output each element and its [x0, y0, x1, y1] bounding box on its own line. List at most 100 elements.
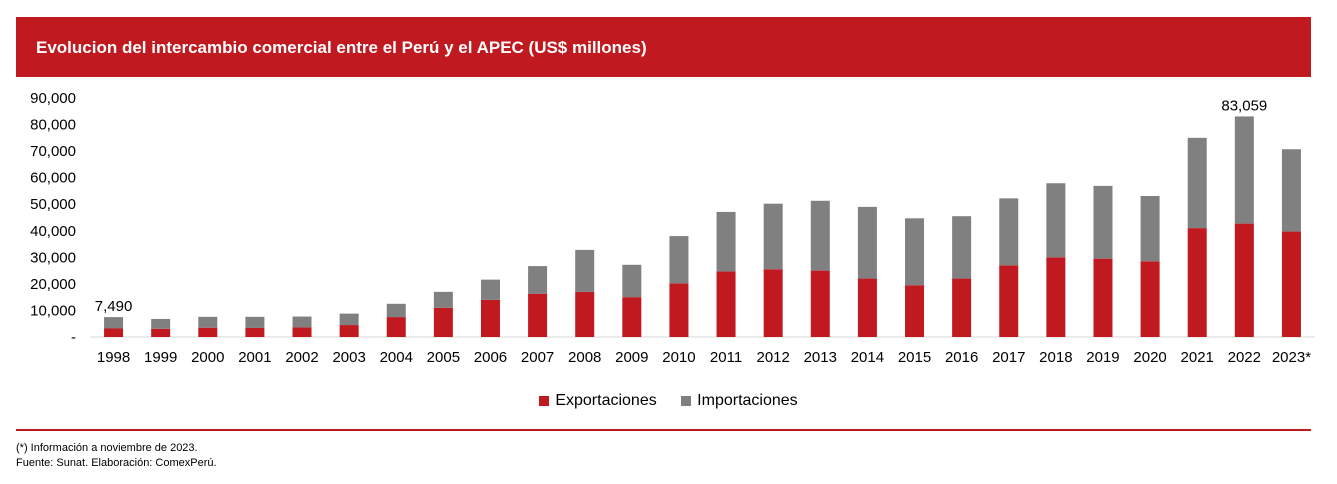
bar-importaciones-2021: [1187, 137, 1207, 229]
y-tick-label: 10,000: [30, 302, 76, 319]
bar-exportaciones-2012: [763, 269, 783, 337]
bar-importaciones-2016: [952, 216, 972, 279]
bar-exportaciones-2018: [1046, 257, 1066, 337]
bar-importaciones-2001: [245, 316, 265, 328]
bar-importaciones-1998: [104, 317, 124, 329]
bar-importaciones-2023: [1281, 149, 1301, 232]
x-tick-label: 2008: [568, 349, 601, 366]
legend-swatch-exportaciones: [539, 396, 550, 406]
bar-importaciones-2010: [669, 236, 689, 284]
x-tick-label: 2003: [332, 349, 365, 366]
footnote-info: (*) Información a noviembre de 2023.: [16, 442, 198, 454]
bar-importaciones-2002: [292, 316, 312, 328]
legend-item-importaciones: Importaciones: [681, 392, 798, 410]
x-tick-label: 2005: [427, 349, 460, 366]
bar-importaciones-2018: [1046, 183, 1066, 258]
x-tick-label: 2017: [992, 349, 1025, 366]
y-tick-label: 20,000: [30, 276, 76, 293]
bar-importaciones-2013: [810, 200, 830, 271]
x-tick-label: 1999: [144, 349, 177, 366]
bar-exportaciones-2014: [857, 278, 877, 337]
footnote-source: Fuente: Sunat. Elaboración: ComexPerú.: [16, 457, 217, 469]
bar-importaciones-2014: [857, 206, 877, 279]
bar-importaciones-2007: [528, 266, 548, 294]
x-tick-label: 2007: [521, 349, 554, 366]
x-tick-label: 2015: [898, 349, 931, 366]
x-tick-label: 2022: [1228, 349, 1261, 366]
footer-divider: [16, 429, 1311, 431]
x-tick-label: 2023*: [1272, 349, 1311, 366]
bar-exportaciones-2007: [528, 293, 548, 337]
bar-importaciones-2011: [716, 211, 736, 272]
y-tick-label: 50,000: [30, 196, 76, 213]
x-tick-label: 2009: [615, 349, 648, 366]
bar-exportaciones-2017: [999, 265, 1019, 337]
y-tick-label: 90,000: [30, 90, 76, 107]
x-tick-label: 2018: [1039, 349, 1072, 366]
bar-importaciones-2008: [575, 249, 595, 292]
bar-exportaciones-2001: [245, 327, 265, 337]
bar-exportaciones-2003: [339, 325, 359, 337]
bar-exportaciones-2000: [198, 327, 218, 337]
bar-exportaciones-2010: [669, 283, 689, 337]
x-tick-label: 2001: [238, 349, 271, 366]
bar-importaciones-2015: [905, 218, 925, 286]
x-tick-label: 2020: [1133, 349, 1166, 366]
bar-importaciones-2000: [198, 316, 218, 328]
bar-exportaciones-2006: [480, 299, 500, 337]
x-tick-label: 1998: [97, 349, 130, 366]
bar-exportaciones-2015: [905, 285, 925, 337]
bar-exportaciones-2009: [622, 297, 642, 337]
x-tick-label: 2014: [851, 349, 884, 366]
bar-exportaciones-2004: [386, 317, 406, 337]
y-tick-label: 80,000: [30, 117, 76, 134]
x-tick-label: 2016: [945, 349, 978, 366]
bar-exportaciones-1998: [104, 328, 124, 337]
bar-importaciones-2003: [339, 313, 359, 326]
x-tick-label: 2010: [662, 349, 695, 366]
legend-label-importaciones: Importaciones: [697, 392, 798, 409]
bar-importaciones-1999: [151, 318, 171, 329]
x-tick-label: 2013: [804, 349, 837, 366]
chart-legend: Exportaciones Importaciones: [0, 392, 1337, 411]
bar-importaciones-2005: [433, 291, 453, 308]
bar-importaciones-2012: [763, 203, 783, 270]
x-tick-label: 2021: [1181, 349, 1214, 366]
legend-label-exportaciones: Exportaciones: [555, 392, 657, 409]
bar-exportaciones-2016: [952, 278, 972, 337]
bar-exportaciones-1999: [151, 328, 171, 337]
bar-exportaciones-2008: [575, 291, 595, 337]
x-tick-label: 2004: [380, 349, 413, 366]
bar-importaciones-2006: [480, 279, 500, 300]
bar-exportaciones-2005: [433, 307, 453, 337]
x-tick-label: 2019: [1086, 349, 1119, 366]
bar-exportaciones-2019: [1093, 258, 1113, 337]
bar-importaciones-2017: [999, 198, 1019, 266]
x-tick-label: 2012: [756, 349, 789, 366]
bar-exportaciones-2011: [716, 271, 736, 337]
data-label-2022: 83,059: [1221, 97, 1267, 114]
bar-importaciones-2004: [386, 303, 406, 318]
data-label-1998: 7,490: [95, 298, 133, 315]
chart-title: Evolucion del intercambio comercial entr…: [36, 38, 647, 57]
y-tick-label: 60,000: [30, 170, 76, 187]
x-tick-label: 2011: [710, 349, 742, 366]
legend-swatch-importaciones: [681, 396, 692, 406]
bar-exportaciones-2020: [1140, 261, 1160, 337]
bar-exportaciones-2021: [1187, 228, 1207, 337]
y-tick-label: 40,000: [30, 223, 76, 240]
y-tick-label: 70,000: [30, 143, 76, 160]
stacked-bar-chart: - 10,000 20,000 30,000 40,000 50,000 60,000 70,…: [30, 90, 1315, 366]
bar-importaciones-2022: [1234, 116, 1254, 224]
bar-exportaciones-2013: [810, 270, 830, 337]
x-tick-label: 2006: [474, 349, 507, 366]
x-tick-label: 2002: [285, 349, 318, 366]
y-tick-label: 30,000: [30, 249, 76, 266]
bar-importaciones-2009: [622, 264, 642, 298]
bar-exportaciones-2022: [1234, 223, 1254, 337]
bar-importaciones-2020: [1140, 195, 1160, 262]
y-tick-label: -: [71, 329, 76, 346]
bar-exportaciones-2023: [1281, 231, 1301, 337]
bar-exportaciones-2002: [292, 327, 312, 337]
legend-item-exportaciones: Exportaciones: [539, 392, 657, 410]
